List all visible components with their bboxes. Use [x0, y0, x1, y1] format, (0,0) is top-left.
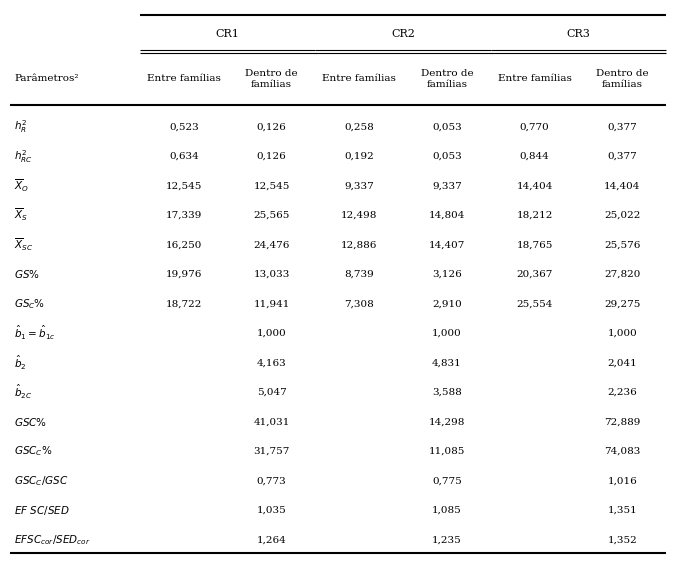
Text: 1,264: 1,264: [257, 535, 287, 544]
Text: 0,523: 0,523: [169, 122, 199, 131]
Text: 11,085: 11,085: [429, 447, 465, 456]
Text: Entre famílias: Entre famílias: [322, 75, 396, 84]
Text: 1,016: 1,016: [607, 476, 637, 485]
Text: $\hat{b}_1=\hat{b}_{1c}$: $\hat{b}_1=\hat{b}_{1c}$: [14, 324, 55, 342]
Text: 2,910: 2,910: [432, 299, 462, 308]
Text: $h_R^2$: $h_R^2$: [14, 118, 27, 135]
Text: $GSC\%$: $GSC\%$: [14, 416, 47, 428]
Text: 12,886: 12,886: [341, 240, 377, 249]
Text: 18,212: 18,212: [516, 211, 553, 220]
Text: 18,722: 18,722: [166, 299, 202, 308]
Text: 0,126: 0,126: [257, 151, 287, 160]
Text: 72,889: 72,889: [604, 417, 640, 426]
Text: Dentro de
famílias: Dentro de famílias: [596, 69, 648, 89]
Text: 12,545: 12,545: [166, 181, 202, 190]
Text: $\hat{b}_2$: $\hat{b}_2$: [14, 354, 26, 372]
Text: 2,041: 2,041: [607, 358, 637, 367]
Text: $\hat{b}_{2C}$: $\hat{b}_{2C}$: [14, 383, 32, 401]
Text: 1,000: 1,000: [432, 329, 462, 338]
Text: 0,634: 0,634: [169, 151, 199, 160]
Text: 8,739: 8,739: [344, 270, 374, 279]
Text: 5,047: 5,047: [257, 388, 287, 397]
Text: 14,404: 14,404: [604, 181, 640, 190]
Text: 0,126: 0,126: [257, 122, 287, 131]
Text: 0,192: 0,192: [344, 151, 374, 160]
Text: 0,377: 0,377: [607, 151, 637, 160]
Text: $\overline{X}_O$: $\overline{X}_O$: [14, 177, 29, 194]
Text: 17,339: 17,339: [166, 211, 202, 220]
Text: Parâmetros²: Parâmetros²: [14, 75, 78, 84]
Text: 1,352: 1,352: [607, 535, 637, 544]
Text: 13,033: 13,033: [254, 270, 290, 279]
Text: Entre famílias: Entre famílias: [147, 75, 221, 84]
Text: 41,031: 41,031: [254, 417, 290, 426]
Text: $\overline{X}_S$: $\overline{X}_S$: [14, 207, 28, 223]
Text: 0,773: 0,773: [257, 476, 287, 485]
Text: 0,770: 0,770: [520, 122, 550, 131]
Text: $GSC_C/GSC$: $GSC_C/GSC$: [14, 474, 68, 488]
Text: CR2: CR2: [391, 29, 415, 39]
Text: 12,498: 12,498: [341, 211, 377, 220]
Text: 14,298: 14,298: [429, 417, 465, 426]
Text: 24,476: 24,476: [254, 240, 290, 249]
Text: 27,820: 27,820: [604, 270, 640, 279]
Text: 1,000: 1,000: [257, 329, 287, 338]
Text: CR3: CR3: [566, 29, 590, 39]
Text: 4,163: 4,163: [257, 358, 287, 367]
Text: $\overline{X}_{SC}$: $\overline{X}_{SC}$: [14, 237, 33, 253]
Text: 14,404: 14,404: [516, 181, 553, 190]
Text: 74,083: 74,083: [604, 447, 640, 456]
Text: 3,126: 3,126: [432, 270, 462, 279]
Text: 19,976: 19,976: [166, 270, 202, 279]
Text: 18,765: 18,765: [516, 240, 553, 249]
Text: 0,258: 0,258: [344, 122, 374, 131]
Text: 14,407: 14,407: [429, 240, 465, 249]
Text: 0,775: 0,775: [432, 476, 462, 485]
Text: 1,085: 1,085: [432, 506, 462, 515]
Text: 25,565: 25,565: [254, 211, 290, 220]
Text: 16,250: 16,250: [166, 240, 202, 249]
Text: 2,236: 2,236: [607, 388, 637, 397]
Text: 3,588: 3,588: [432, 388, 462, 397]
Text: 1,351: 1,351: [607, 506, 637, 515]
Text: 25,022: 25,022: [604, 211, 640, 220]
Text: 0,377: 0,377: [607, 122, 637, 131]
Text: 1,000: 1,000: [607, 329, 637, 338]
Text: Entre famílias: Entre famílias: [498, 75, 571, 84]
Text: 14,804: 14,804: [429, 211, 465, 220]
Text: CR1: CR1: [216, 29, 239, 39]
Text: Dentro de
famílias: Dentro de famílias: [245, 69, 298, 89]
Text: 31,757: 31,757: [254, 447, 290, 456]
Text: 7,308: 7,308: [344, 299, 374, 308]
Text: 25,576: 25,576: [604, 240, 640, 249]
Text: $EF\ SC/SED$: $EF\ SC/SED$: [14, 504, 70, 517]
Text: 0,053: 0,053: [432, 122, 462, 131]
Text: $GS_C\%$: $GS_C\%$: [14, 297, 45, 311]
Text: 4,831: 4,831: [432, 358, 462, 367]
Text: 12,545: 12,545: [254, 181, 290, 190]
Text: 0,053: 0,053: [432, 151, 462, 160]
Text: $h_{RC}^2$: $h_{RC}^2$: [14, 148, 32, 164]
Text: $EFSC_{cor}/SED_{cor}$: $EFSC_{cor}/SED_{cor}$: [14, 533, 91, 546]
Text: 11,941: 11,941: [254, 299, 290, 308]
Text: 0,844: 0,844: [520, 151, 550, 160]
Text: 9,337: 9,337: [432, 181, 462, 190]
Text: 20,367: 20,367: [516, 270, 553, 279]
Text: $GSC_C\%$: $GSC_C\%$: [14, 444, 53, 458]
Text: 9,337: 9,337: [344, 181, 374, 190]
Text: $GS\%$: $GS\%$: [14, 268, 40, 280]
Text: 25,554: 25,554: [516, 299, 553, 308]
Text: 1,235: 1,235: [432, 535, 462, 544]
Text: Dentro de
famílias: Dentro de famílias: [420, 69, 473, 89]
Text: 29,275: 29,275: [604, 299, 640, 308]
Text: 1,035: 1,035: [257, 506, 287, 515]
